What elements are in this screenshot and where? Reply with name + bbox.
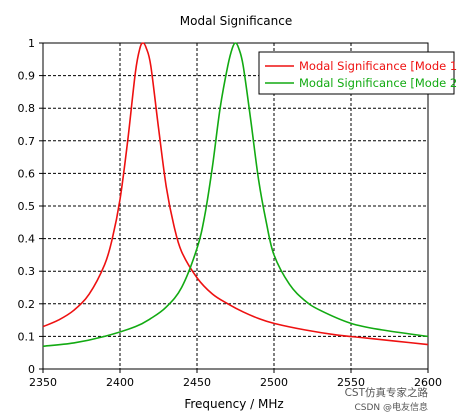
y-tick-label: 0.1 [18,330,36,343]
watermark-sub: CSDN @电友信息 [354,401,428,413]
y-tick-label: 0.7 [18,135,36,148]
series-line-mode-2 [42,42,429,347]
series-line-mode-1 [42,42,429,346]
y-tick-label: 0.8 [18,102,36,115]
legend-entry: Modal Significance [Mode 1] [299,59,457,73]
x-tick-label: 2600 [414,376,442,389]
y-tick-label: 0.5 [18,200,36,213]
x-tick-label: 2500 [260,376,288,389]
x-tick-label: 2450 [183,376,211,389]
y-tick-label: 0.2 [18,298,36,311]
y-tick-label: 1 [28,37,35,50]
axis-ticks: 2350 2400 2450 2500 2550 2600 0 0.1 0.2 0.3 0.4 0.5… [18,37,443,389]
watermark: CST仿真专家之路 [345,386,429,399]
x-tick-label: 2400 [106,376,134,389]
series-lines [42,42,429,347]
x-tick-label: 2550 [337,376,365,389]
y-tick-label: 0.4 [18,233,36,246]
y-tick-label: 0.3 [18,265,36,278]
legend-box [258,51,455,95]
y-tick-label: 0.9 [18,70,36,83]
legend: Modal Significance [Mode 1] Modal Signifi… [258,51,457,95]
x-axis-label: Frequency / MHz [184,397,283,411]
x-tick-label: 2350 [29,376,57,389]
y-tick-label: 0 [28,363,35,376]
legend-entry: Modal Significance [Mode 2] [299,76,457,90]
chart-title: Modal Significance [180,14,292,28]
y-tick-label: 0.6 [18,167,36,180]
